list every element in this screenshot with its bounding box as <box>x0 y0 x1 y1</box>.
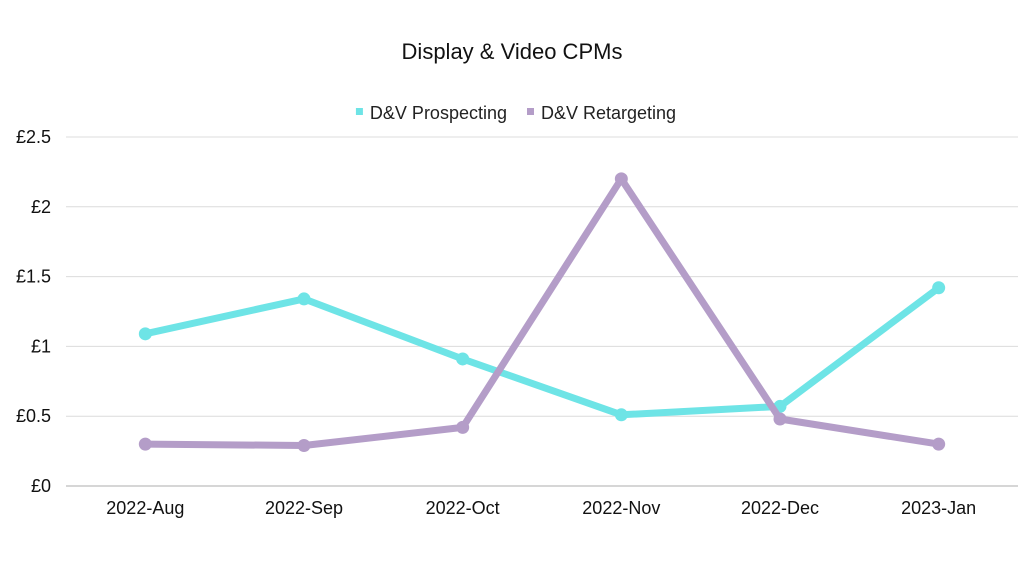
x-tick-label: 2022-Aug <box>106 498 184 518</box>
data-point <box>932 437 946 451</box>
data-point <box>456 420 470 434</box>
data-point <box>773 412 787 426</box>
legend-label: D&V Retargeting <box>541 103 676 123</box>
y-axis-ticks: £0 £0.5 £1 £1.5 £2 £2.5 <box>16 127 51 496</box>
data-point <box>138 437 152 451</box>
x-tick-label: 2022-Nov <box>582 498 660 518</box>
legend-swatch <box>527 108 534 115</box>
series-line <box>141 284 943 419</box>
data-point <box>456 352 470 366</box>
chart-title: Display & Video CPMs <box>402 39 623 64</box>
legend-item: D&V Prospecting <box>355 103 507 123</box>
y-tick-label: £0 <box>31 476 51 496</box>
series-line <box>141 175 943 449</box>
x-axis-ticks: 2022-Aug 2022-Sep 2022-Oct 2022-Nov 2022-Dec… <box>106 498 976 518</box>
legend-item: D&V Retargeting <box>527 103 676 123</box>
x-tick-label: 2023-Jan <box>901 498 976 518</box>
y-tick-label: £2 <box>31 197 51 217</box>
x-tick-label: 2022-Oct <box>426 498 500 518</box>
data-point <box>932 281 946 295</box>
data-point <box>614 172 628 186</box>
legend: D&V Prospecting D&V Retargeting <box>355 103 676 123</box>
series-1 <box>138 281 946 422</box>
data-point <box>614 408 628 422</box>
gridlines <box>66 136 1018 487</box>
y-tick-label: £1.5 <box>16 267 51 287</box>
series-2 <box>138 172 946 453</box>
series-group <box>138 172 946 453</box>
x-tick-label: 2022-Sep <box>265 498 343 518</box>
legend-swatch <box>355 108 363 115</box>
legend-label: D&V Prospecting <box>370 103 507 123</box>
data-point <box>297 439 311 453</box>
x-tick-label: 2022-Dec <box>741 498 819 518</box>
data-point <box>138 327 152 341</box>
y-tick-label: £2.5 <box>16 127 51 147</box>
y-tick-label: £0.5 <box>16 406 51 426</box>
y-tick-label: £1 <box>31 336 51 356</box>
data-point <box>297 292 311 306</box>
